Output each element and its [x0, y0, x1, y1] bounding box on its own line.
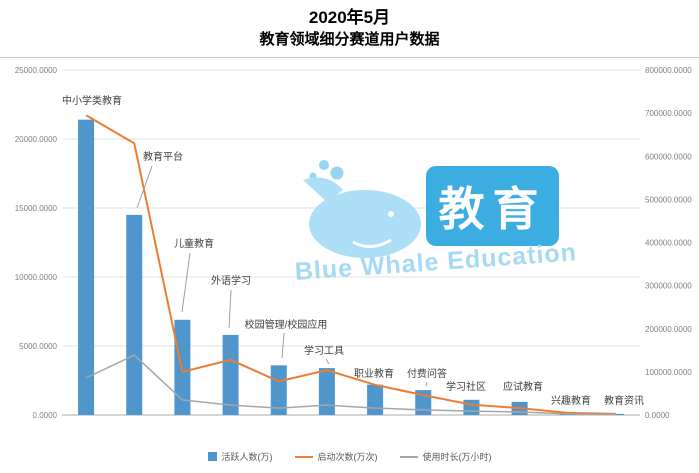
svg-text:10000.0000: 10000.0000	[15, 273, 58, 282]
svg-text:兴趣教育: 兴趣教育	[551, 394, 591, 407]
chart-legend: 活跃人数(万) 启动次数(万次) 使用时长(万小时)	[0, 450, 699, 463]
svg-text:200000.0000: 200000.0000	[645, 325, 692, 334]
legend-marker-bar-icon	[207, 452, 217, 461]
svg-text:0.0000: 0.0000	[33, 411, 58, 420]
svg-text:15000.0000: 15000.0000	[15, 204, 58, 213]
legend-item-active-users: 活跃人数(万)	[207, 450, 273, 463]
svg-text:25000.0000: 25000.0000	[15, 66, 58, 75]
svg-text:100000.0000: 100000.0000	[645, 368, 692, 377]
legend-marker-gray-line-icon	[399, 455, 418, 458]
svg-text:400000.0000: 400000.0000	[645, 239, 692, 248]
svg-text:儿童教育: 儿童教育	[174, 237, 214, 250]
svg-text:学习社区: 学习社区	[446, 380, 486, 393]
svg-text:教育资讯: 教育资讯	[604, 394, 644, 407]
title-divider	[0, 57, 699, 58]
svg-text:0.0000: 0.0000	[645, 411, 670, 420]
chart-title-date: 2020年5月	[308, 8, 391, 27]
svg-text:500000.0000: 500000.0000	[645, 195, 692, 204]
svg-text:外语学习: 外语学习	[211, 274, 251, 287]
svg-text:应试教育: 应试教育	[503, 380, 543, 393]
svg-text:600000.0000: 600000.0000	[645, 152, 692, 161]
svg-text:中小学类教育: 中小学类教育	[62, 94, 122, 107]
svg-text:5000.0000: 5000.0000	[19, 342, 57, 351]
svg-text:职业教育: 职业教育	[354, 367, 394, 380]
legend-label-active-users: 活跃人数(万)	[221, 452, 273, 462]
legend-label-launch-count: 启动次数(万次)	[317, 452, 378, 462]
chart-title-block: 2020年5月 教育领域细分赛道用户数据	[0, 7, 699, 50]
svg-text:学习工具: 学习工具	[304, 344, 344, 357]
svg-text:800000.0000: 800000.0000	[645, 66, 692, 75]
legend-label-usage-hours: 使用时长(万小时)	[422, 452, 492, 462]
chart-title-main: 教育领域细分赛道用户数据	[259, 31, 440, 48]
legend-item-usage-hours: 使用时长(万小时)	[399, 450, 492, 463]
legend-marker-orange-line-icon	[294, 455, 313, 458]
svg-text:20000.0000: 20000.0000	[15, 135, 58, 144]
svg-text:付费问答: 付费问答	[407, 367, 447, 380]
svg-text:教育平台: 教育平台	[143, 150, 183, 163]
svg-text:校园管理/校园应用: 校园管理/校园应用	[245, 318, 328, 331]
legend-item-launch-count: 启动次数(万次)	[294, 450, 378, 463]
svg-text:300000.0000: 300000.0000	[645, 282, 692, 291]
svg-text:700000.0000: 700000.0000	[645, 109, 692, 118]
